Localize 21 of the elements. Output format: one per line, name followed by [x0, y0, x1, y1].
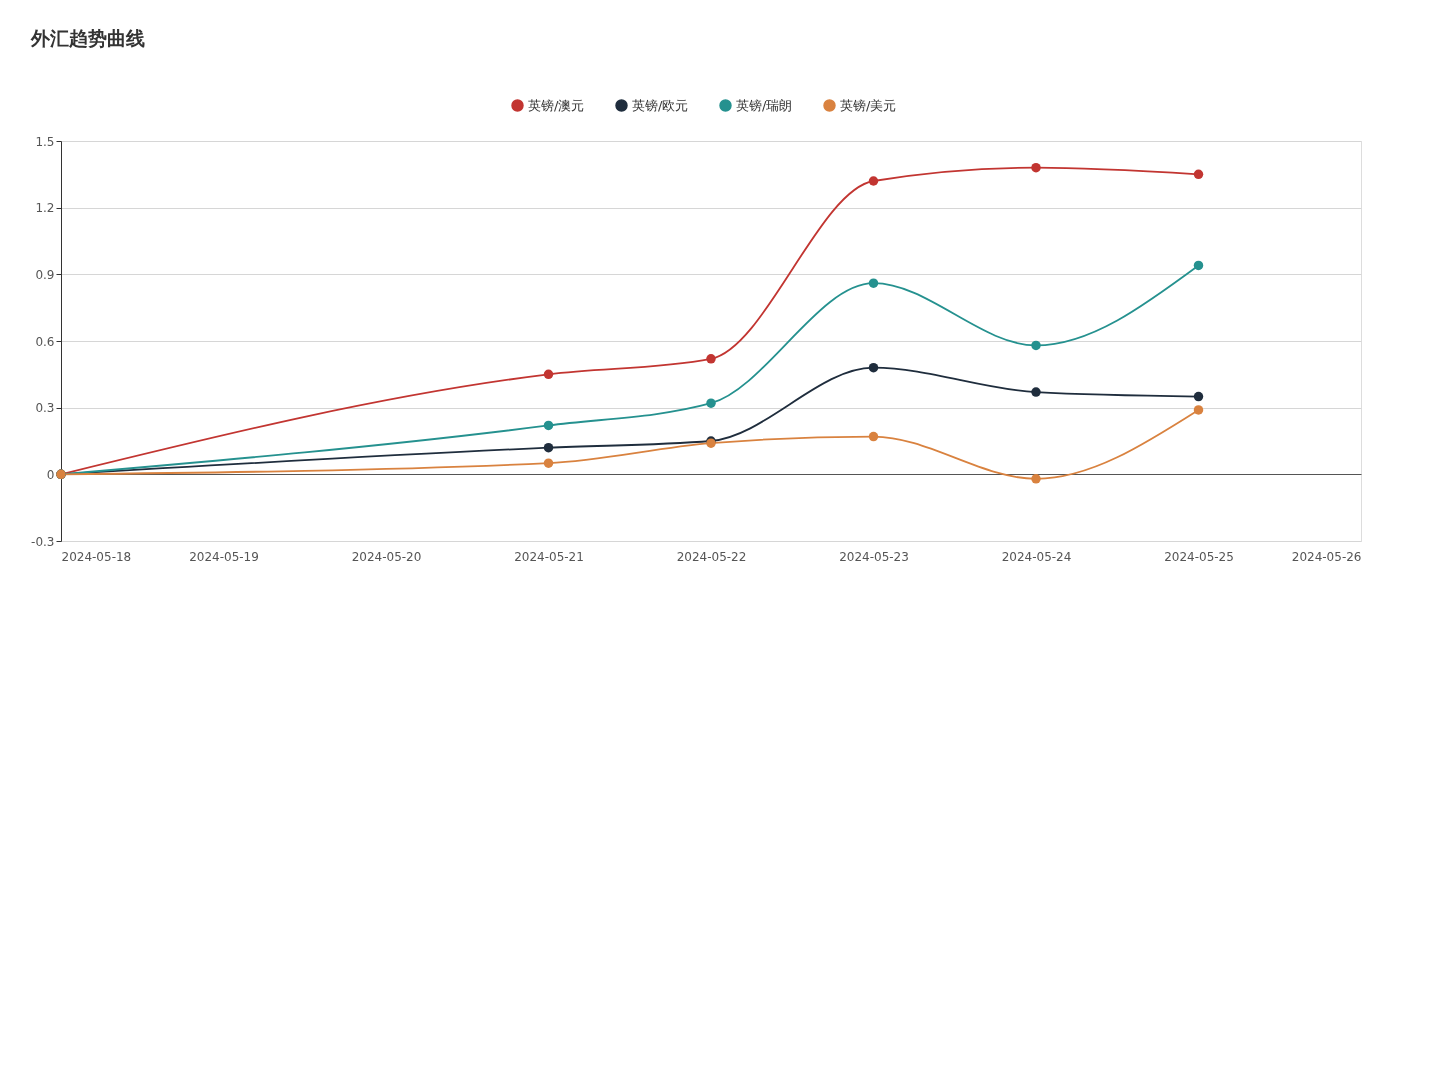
y-tick-label: 0.9: [35, 267, 55, 282]
x-tick-label: 2024-05-22: [676, 549, 747, 564]
x-tick-label: 2024-05-25: [1164, 549, 1234, 564]
x-tick-label: 2024-05-18: [61, 549, 132, 564]
x-tick-label: 2024-05-24: [1001, 549, 1072, 564]
legend-label: 英镑/瑞朗: [736, 97, 793, 113]
legend-label: 英镑/欧元: [632, 97, 689, 113]
legend-label: 英镑/澳元: [528, 97, 585, 113]
x-tick-label: 2024-05-23: [839, 549, 909, 564]
x-tick-label: 2024-05-26: [1291, 549, 1362, 564]
y-tick-label: 1.2: [35, 201, 55, 216]
y-tick-label: 0: [46, 467, 55, 482]
chart-title: 外汇趋势曲线: [29, 27, 145, 49]
x-tick-label: 2024-05-21: [514, 549, 584, 564]
y-tick-label: 0.6: [35, 334, 55, 349]
x-tick-label: 2024-05-19: [189, 549, 259, 564]
legend-label: 英镑/美元: [840, 97, 897, 113]
y-tick-label: 0.3: [35, 401, 55, 416]
y-tick-label: 1.5: [35, 134, 55, 149]
y-tick-label: -0.3: [31, 534, 55, 549]
x-tick-label: 2024-05-20: [351, 549, 422, 564]
